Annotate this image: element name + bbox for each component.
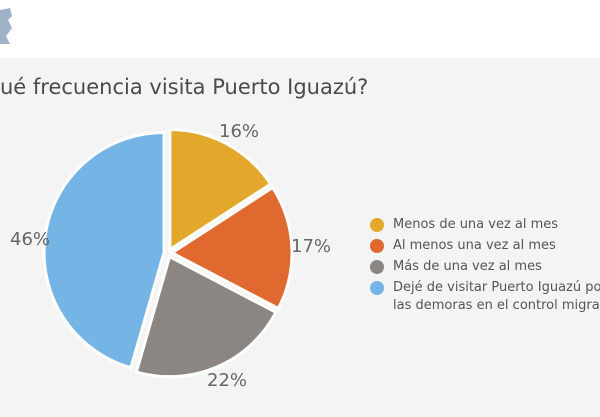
legend-swatch (370, 218, 384, 232)
slice-percent-label: 17% (291, 236, 332, 257)
legend-item: Más de una vez al mes (370, 258, 600, 276)
legend-swatch (370, 260, 384, 274)
slice-percent-label: 22% (207, 370, 248, 391)
slice-percent-label: 46% (10, 229, 51, 250)
legend-item: Al menos una vez al mes (370, 237, 600, 255)
pie-slice (134, 254, 278, 379)
legend-item: Dejé de visitar Puerto Iguazú por d las … (370, 279, 600, 315)
legend-item: Menos de una vez al mes (370, 216, 600, 234)
legend-label: Dejé de visitar Puerto Iguazú por d las … (393, 280, 600, 313)
chart-title: ué frecuencia visita Puerto Iguazú? (0, 75, 369, 99)
logo-icon (0, 8, 12, 44)
legend: Menos de una vez al mes Al menos una vez… (370, 216, 600, 318)
legend-swatch (370, 239, 384, 253)
pie-slice (42, 130, 166, 370)
pie-slice (168, 127, 273, 253)
legend-label: Al menos una vez al mes (393, 238, 556, 253)
header-bar (0, 0, 600, 58)
legend-label: Menos de una vez al mes (393, 217, 559, 232)
legend-label: Más de una vez al mes (393, 259, 542, 274)
legend-swatch (370, 281, 384, 295)
pie-slice (169, 185, 294, 311)
slice-percent-label: 16% (219, 121, 260, 142)
